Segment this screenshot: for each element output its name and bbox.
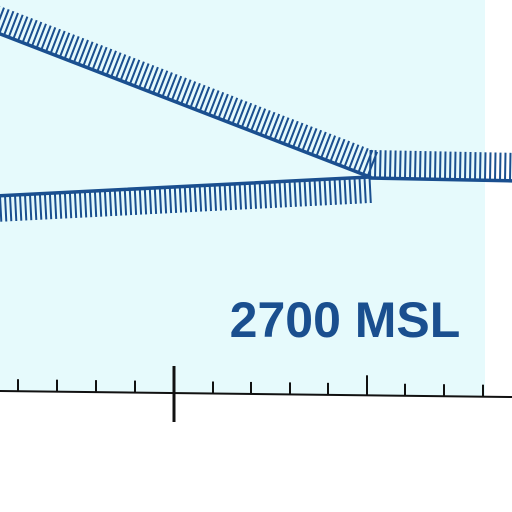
- diagonal-boundary-hatching: [0, 6, 379, 177]
- right-boundary: [368, 149, 512, 183]
- lower-boundary-left: [0, 175, 372, 222]
- right-boundary-line: [368, 176, 512, 183]
- lower-boundary-left-line: [0, 175, 372, 198]
- altitude-label: 2700 MSL: [230, 292, 461, 348]
- diagonal-boundary-line: [0, 31, 372, 179]
- airspace-area: [0, 0, 485, 396]
- lower-boundary-left-hatching: [0, 176, 372, 222]
- airspace-boundaries: [0, 6, 512, 222]
- scale-baseline: [0, 390, 512, 398]
- diagonal-boundary: [0, 6, 379, 179]
- right-boundary-hatching: [369, 149, 512, 181]
- scale-bar: [0, 366, 512, 422]
